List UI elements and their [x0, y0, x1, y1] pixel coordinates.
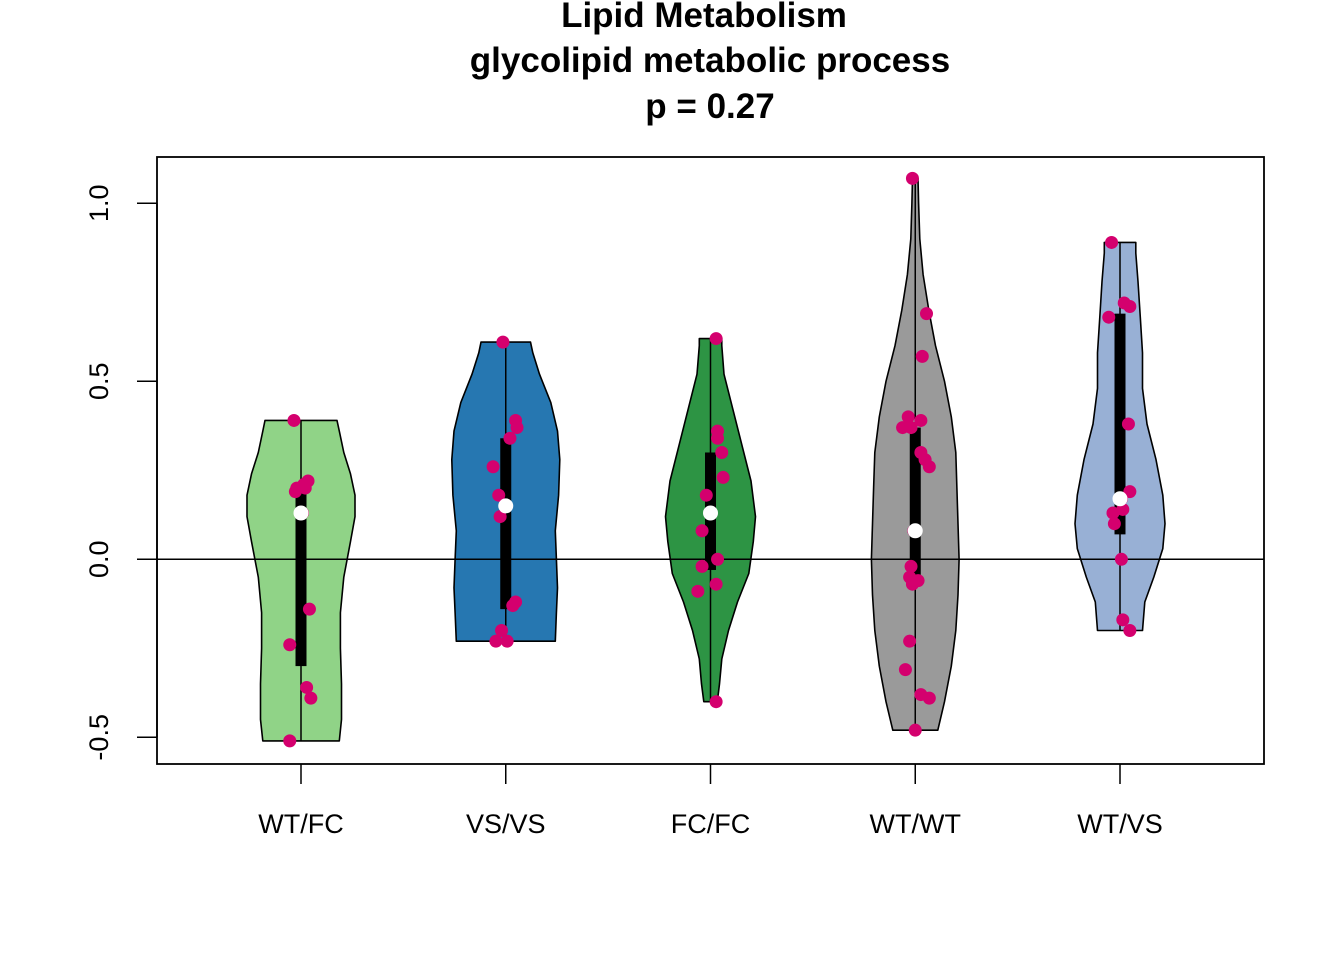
x-tick-label-wt-wt: WT/WT — [870, 809, 961, 839]
box-summary-layer — [295, 178, 1126, 741]
data-point-wt-fc-5 — [288, 485, 302, 499]
data-point-wt-vs-9 — [1107, 517, 1121, 531]
data-point-wt-wt-3 — [901, 410, 915, 424]
iqr-box-wt-wt — [909, 427, 921, 578]
data-point-fc-fc-4 — [716, 470, 730, 484]
data-point-vs-vs-2 — [510, 421, 524, 435]
chart-title-line-1: Lipid Metabolism — [561, 0, 847, 35]
median-marker-wt-vs — [1112, 491, 1128, 507]
data-point-vs-vs-6 — [493, 510, 507, 524]
data-point-wt-vs-4 — [1121, 417, 1135, 431]
data-point-wt-vs-2 — [1123, 300, 1137, 314]
y-tick-label-0: -0.5 — [84, 714, 114, 761]
data-point-wt-wt-1 — [920, 307, 933, 321]
data-point-vs-vs-9 — [495, 623, 509, 637]
data-point-vs-vs-3 — [503, 431, 517, 445]
median-marker-wt-wt — [907, 523, 923, 539]
x-tick-label-fc-fc: FC/FC — [671, 809, 750, 839]
y-tick-label-2: 0.5 — [84, 363, 114, 401]
data-point-vs-vs-0 — [496, 335, 510, 349]
data-point-wt-wt-2 — [915, 349, 929, 363]
data-point-wt-fc-10 — [304, 691, 318, 705]
data-point-wt-wt-12 — [904, 559, 918, 573]
data-point-wt-fc-8 — [283, 638, 297, 652]
data-point-wt-vs-10 — [1114, 552, 1128, 566]
data-point-fc-fc-11 — [709, 695, 723, 709]
y-tick-label-1: 0.0 — [84, 541, 114, 579]
median-marker-vs-vs — [498, 498, 514, 514]
data-point-wt-fc-7 — [302, 602, 316, 616]
data-point-fc-fc-0 — [709, 332, 723, 346]
chart-title-line-2: glycolipid metabolic process — [470, 41, 950, 80]
data-point-wt-fc-0 — [287, 413, 301, 427]
data-point-wt-wt-0 — [905, 171, 919, 185]
data-point-wt-fc-9 — [300, 680, 314, 694]
iqr-box-wt-vs — [1114, 313, 1126, 535]
data-point-vs-vs-4 — [486, 460, 500, 474]
data-point-fc-fc-3 — [715, 445, 729, 459]
y-tick-label-3: 1.0 — [84, 185, 114, 223]
data-point-wt-wt-17 — [898, 663, 912, 677]
data-point-fc-fc-10 — [691, 584, 705, 598]
median-marker-fc-fc — [703, 505, 718, 521]
data-point-wt-fc-11 — [283, 734, 297, 748]
data-point-wt-wt-6 — [904, 421, 918, 435]
data-point-vs-vs-11 — [489, 634, 503, 648]
median-markers-layer — [293, 491, 1128, 539]
x-tick-label-vs-vs: VS/VS — [466, 809, 546, 839]
data-point-wt-wt-15 — [905, 577, 919, 591]
data-point-wt-vs-12 — [1123, 623, 1137, 637]
chart-title-line-3: p = 0.27 — [645, 87, 774, 126]
x-axis: WT/FC VS/VS FC/FC WT/WT WT/VS — [258, 764, 1163, 839]
data-point-wt-vs-11 — [1116, 613, 1130, 627]
data-point-fc-fc-5 — [699, 488, 713, 502]
data-point-wt-wt-9 — [922, 460, 936, 474]
data-point-vs-vs-10 — [500, 634, 514, 648]
data-point-wt-wt-19 — [922, 691, 936, 705]
x-tick-label-wt-vs: WT/VS — [1077, 809, 1163, 839]
data-point-fc-fc-9 — [709, 577, 723, 591]
data-point-wt-fc-4 — [301, 474, 315, 488]
data-points-layer — [283, 171, 1137, 748]
iqr-box-vs-vs — [500, 438, 512, 610]
chart-title: Lipid Metabolism glycolipid metabolic pr… — [470, 0, 950, 126]
data-point-wt-vs-3 — [1102, 310, 1116, 324]
data-point-wt-wt-16 — [903, 634, 917, 648]
y-axis: -0.5 0.0 0.5 1.0 — [84, 185, 158, 761]
iqr-box-wt-fc — [295, 491, 307, 667]
data-point-wt-vs-0 — [1105, 235, 1119, 249]
data-point-fc-fc-7 — [711, 552, 725, 566]
data-point-fc-fc-2 — [711, 431, 725, 445]
median-marker-wt-fc — [293, 505, 309, 521]
data-point-fc-fc-8 — [695, 559, 709, 573]
data-point-vs-vs-8 — [506, 599, 520, 613]
x-tick-label-wt-fc: WT/FC — [258, 809, 343, 839]
data-point-wt-wt-20 — [908, 723, 922, 737]
data-point-wt-wt-4 — [914, 413, 928, 427]
data-point-fc-fc-6 — [695, 524, 709, 538]
data-point-wt-vs-7 — [1106, 506, 1120, 520]
data-point-vs-vs-5 — [492, 488, 506, 502]
